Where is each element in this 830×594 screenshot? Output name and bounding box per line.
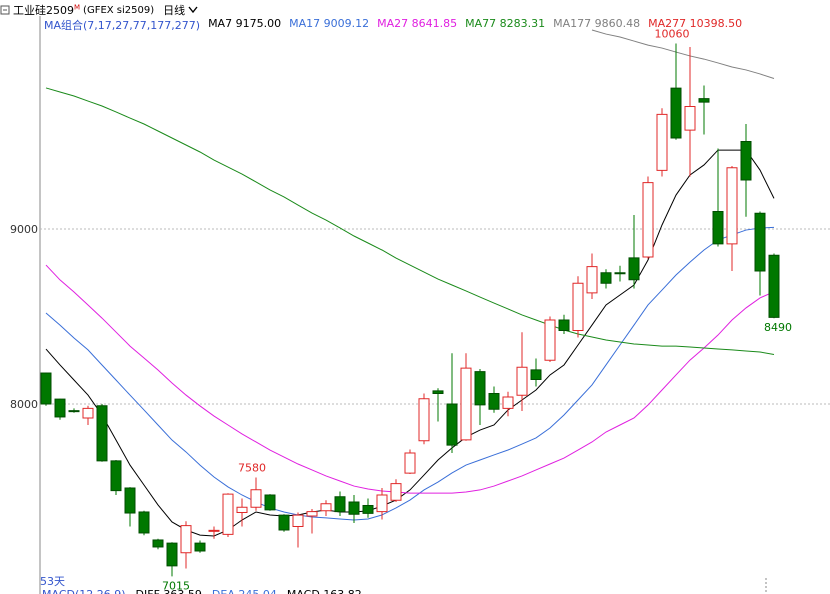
- candle-body: [306, 511, 318, 517]
- dropdown-arrow[interactable]: [188, 6, 198, 14]
- legend-name: MA7: [208, 17, 233, 30]
- candle-body: [124, 487, 136, 514]
- candle-body: [474, 371, 486, 406]
- annotation: 7015: [162, 579, 190, 592]
- legend: MA组合(7,17,27,77,177,277) MA7 9175.00 MA17…: [44, 17, 742, 33]
- candle-body: [600, 272, 612, 284]
- macd-legend-item: MACD 163.82: [287, 588, 362, 594]
- legend-entry: MA177 9860.48: [553, 17, 640, 33]
- candle-body: [754, 212, 766, 272]
- candle-body: [390, 483, 402, 501]
- ma-line: [45, 87, 775, 355]
- candle-body: [40, 372, 52, 405]
- candle-body: [418, 398, 430, 442]
- candle-body: [110, 460, 122, 492]
- candle-body: [698, 98, 710, 103]
- candle-body: [152, 539, 164, 548]
- candle-body: [460, 367, 472, 441]
- y-tick-label: 9000: [10, 223, 38, 236]
- candle-body: [614, 272, 626, 275]
- candle-body: [278, 514, 290, 531]
- legend-name: MA177: [553, 17, 592, 30]
- candle-body: [138, 511, 150, 534]
- candle-body: [768, 254, 780, 318]
- candle-body: [656, 113, 668, 171]
- icon: [0, 5, 10, 15]
- legend-value: 8641.85: [411, 17, 458, 30]
- candle-body: [544, 319, 556, 361]
- superscript: M: [74, 3, 81, 12]
- ma-line: [45, 264, 775, 494]
- legend-value: 9175.00: [235, 17, 282, 30]
- indicator-title: MA组合(7,17,27,77,177,277): [44, 19, 201, 32]
- legend-value: 9860.48: [594, 17, 641, 30]
- candle-body: [558, 319, 570, 331]
- candle-body: [684, 106, 696, 131]
- legend-value: 10398.50: [689, 17, 743, 30]
- candle-body: [194, 542, 206, 552]
- legend-name: MA17: [289, 17, 321, 30]
- candle-body: [208, 529, 220, 532]
- candle-body: [712, 211, 724, 245]
- candle-body: [236, 506, 248, 513]
- candle-body: [628, 257, 640, 281]
- candle-body: [446, 403, 458, 446]
- legend-name: MA277: [648, 17, 687, 30]
- candle-body: [292, 514, 304, 527]
- candle-body: [516, 366, 528, 396]
- candle-body: [432, 390, 444, 394]
- legend-entry: MA27 8641.85: [377, 17, 457, 33]
- candle-body: [82, 407, 94, 419]
- period[interactable]: 日线: [163, 4, 186, 17]
- candle-body: [404, 452, 416, 474]
- candle-body: [180, 525, 192, 554]
- candle-body: [222, 493, 234, 535]
- candle-body: [264, 494, 276, 511]
- legend-entry: MA17 9009.12: [289, 17, 369, 33]
- candle-body: [320, 503, 332, 512]
- macd-legend-item: MACD(12,26,9): [42, 588, 126, 594]
- candle-body: [334, 496, 346, 513]
- candle-body: [642, 182, 654, 258]
- candle-body: [530, 369, 542, 380]
- y-tick-label: 8000: [10, 398, 38, 411]
- code: (GFEX si2509): [83, 4, 155, 16]
- candle-body: [572, 282, 584, 331]
- annotation: 8490: [764, 321, 792, 334]
- span-label: 53天: [40, 575, 65, 588]
- candle-body: [586, 266, 598, 294]
- candle-body: [348, 501, 360, 515]
- candle-body: [726, 167, 738, 245]
- candle-body: [670, 87, 682, 139]
- legend-name: MA27: [377, 17, 409, 30]
- legend-value: 8283.31: [499, 17, 546, 30]
- macd-legend-item: DIFF 363.59: [136, 588, 202, 594]
- annotation: 10060: [655, 28, 690, 41]
- ma-line: [591, 29, 775, 79]
- candle-body: [362, 504, 374, 514]
- legend-entry: MA77 8283.31: [465, 17, 545, 33]
- legend-entry: MA7 9175.00: [208, 17, 281, 33]
- candle-body: [54, 398, 66, 418]
- candle-body: [502, 396, 514, 409]
- annotation: 7580: [238, 461, 266, 474]
- ma-line: [45, 226, 775, 521]
- candle-body: [740, 141, 752, 181]
- candle-body: [166, 542, 178, 567]
- candle-body: [250, 489, 262, 508]
- ma-line: [45, 149, 775, 537]
- candle-body: [96, 405, 108, 462]
- macd-legend-item: DEA 245.04: [212, 588, 277, 594]
- legend-entry: MA277 10398.50: [648, 17, 742, 33]
- candle-body: [488, 392, 500, 410]
- macd-legend: MACD(12,26,9) DIFF 363.59 DEA 245.04 MACD 1…: [42, 588, 362, 594]
- candle-body: [68, 410, 80, 413]
- symbol: 工业硅2509: [13, 4, 74, 17]
- legend-name: MA77: [465, 17, 497, 30]
- candle-body: [376, 494, 388, 513]
- legend-value: 9009.12: [323, 17, 370, 30]
- header: 工业硅2509M (GFEX si2509) 日线: [0, 2, 198, 18]
